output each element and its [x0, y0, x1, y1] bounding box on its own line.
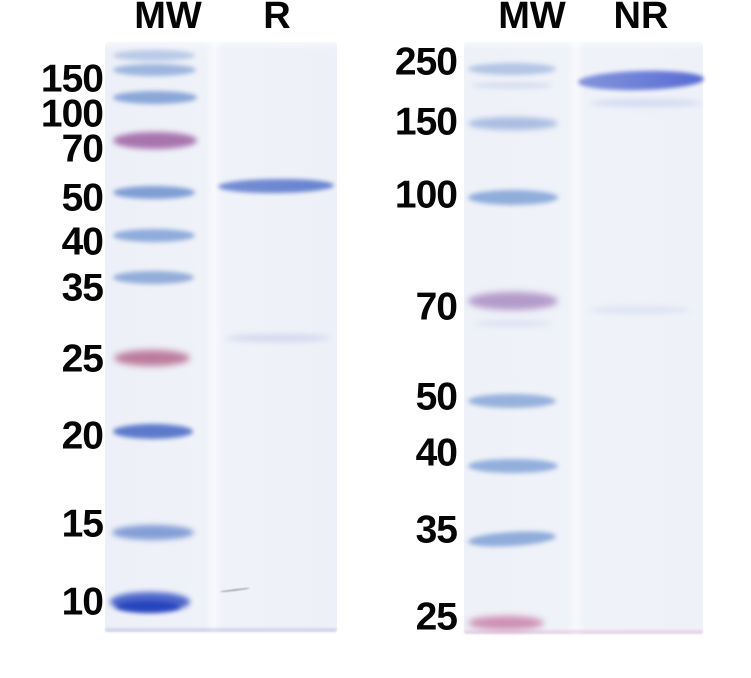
gel-bottom-edge-non-reduced	[464, 630, 703, 634]
band-mw-70	[113, 131, 197, 149]
mw-label-20-reduced: 20	[61, 414, 104, 458]
band-mw-150	[468, 116, 558, 130]
mw-label-25-reduced: 25	[61, 337, 104, 381]
mw-label-50-non-reduced: 50	[415, 375, 458, 419]
band-mw-50	[468, 394, 556, 408]
mw-label-100-non-reduced: 100	[394, 173, 458, 217]
band-mw-20	[113, 423, 193, 439]
mw-label-250-non-reduced: 250	[394, 40, 458, 84]
band-mw-10-core	[116, 600, 180, 612]
band-mw-40	[468, 459, 558, 473]
band-nr-faint-sub	[590, 99, 702, 107]
mw-label-35-reduced: 35	[61, 266, 104, 310]
mw-label-25-non-reduced: 25	[415, 595, 458, 639]
mw-label-10-reduced: 10	[61, 580, 104, 624]
mw-label-100-reduced: 100	[40, 92, 104, 136]
lane-header-nr-non-reduced: NR	[613, 0, 669, 37]
band-mw-250	[468, 63, 556, 75]
mw-label-40-non-reduced: 40	[415, 431, 458, 475]
mw-label-50-reduced: 50	[61, 176, 104, 220]
band-mw-150	[113, 64, 196, 76]
band-mw-faint-65	[474, 319, 552, 327]
mw-label-40-reduced: 40	[61, 220, 104, 264]
band-mw-100	[468, 189, 558, 205]
band-mw-25	[468, 616, 544, 630]
mw-label-70-non-reduced: 70	[415, 285, 458, 329]
gel-bottom-edge-reduced	[105, 628, 337, 632]
mw-label-150-non-reduced: 150	[394, 100, 458, 144]
band-mw-100	[113, 90, 197, 104]
band-mw-50	[113, 185, 195, 199]
band-mw-250	[113, 49, 195, 61]
band-mw-35	[113, 270, 194, 284]
band-mw-70	[468, 292, 558, 310]
mw-label-15-reduced: 15	[61, 502, 104, 546]
band-mw-15	[112, 524, 194, 540]
mw-label-70-reduced: 70	[61, 127, 104, 171]
mw-label-150-reduced: 150	[40, 57, 104, 101]
band-mw-faint-240	[472, 81, 552, 89]
band-r-faint	[226, 334, 330, 342]
lane-header-mw-non-reduced: MW	[498, 0, 566, 37]
band-mw-25	[114, 350, 190, 366]
lane-header-mw-reduced: MW	[134, 0, 202, 37]
band-nr-faint-70	[590, 306, 690, 314]
band-mw-40	[113, 228, 195, 242]
mw-label-35-non-reduced: 35	[415, 508, 458, 552]
lane-header-r-reduced: R	[263, 0, 291, 37]
